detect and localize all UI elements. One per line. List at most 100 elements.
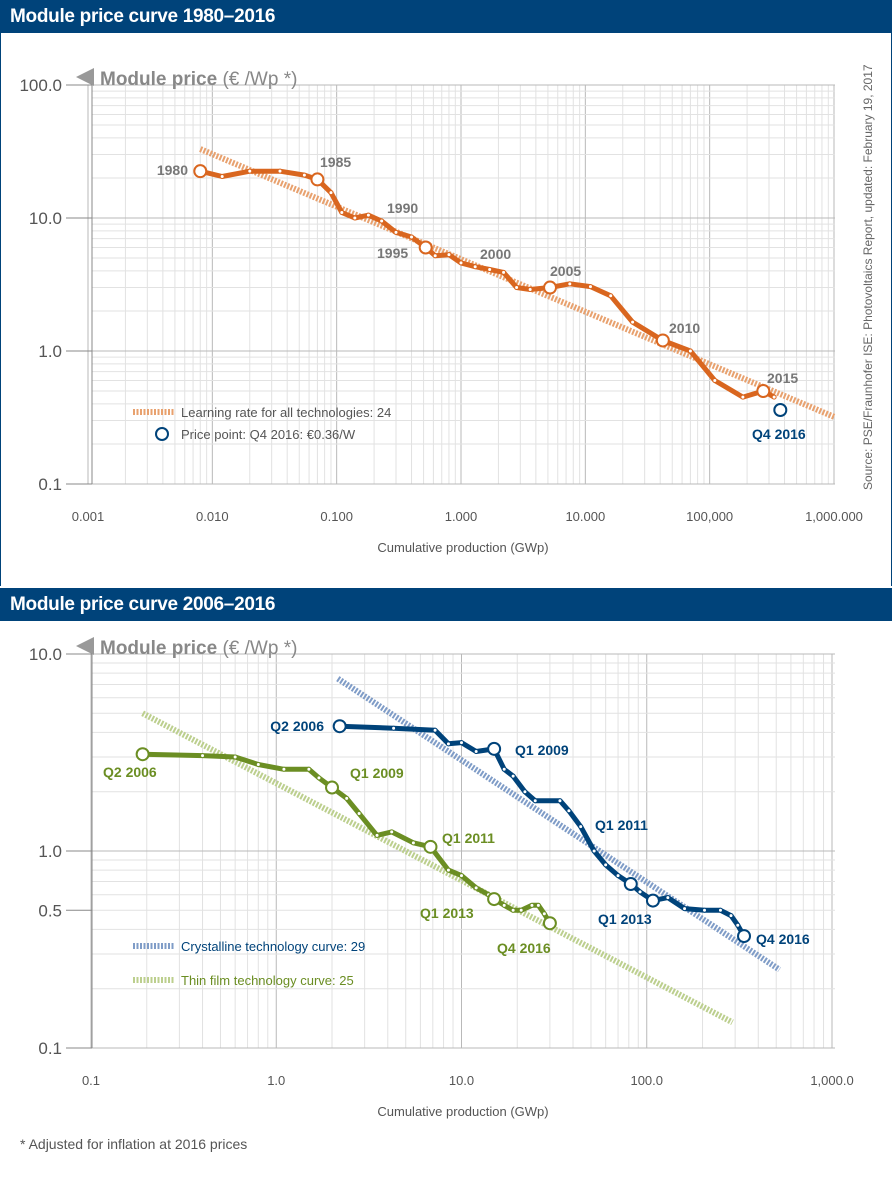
chart2-thin-film-series-point bbox=[232, 754, 238, 760]
chart1-price-series-point bbox=[487, 266, 493, 272]
chart2-crystalline-series-point bbox=[591, 848, 597, 854]
chart2-crystalline-series-point bbox=[665, 895, 671, 901]
chart2-thin-film-series-point bbox=[410, 840, 416, 846]
chart2-crystalline-series-point bbox=[522, 789, 528, 795]
chart1-x-tick-label: 0.010 bbox=[196, 509, 229, 524]
chart1-price-series-marker bbox=[193, 164, 208, 179]
chart2-crystalline-series-point bbox=[728, 913, 734, 919]
chart2-crystalline-series-marker bbox=[332, 719, 347, 734]
chart1-axes bbox=[72, 85, 93, 485]
chart1-learning-trend bbox=[199, 146, 836, 420]
chart2-crystalline-series-point bbox=[578, 824, 584, 830]
chart1-price-series-point bbox=[514, 285, 520, 291]
chart2-thin-film-series-point bbox=[445, 867, 451, 873]
chart2-thin-film-series-point bbox=[306, 766, 312, 772]
chart2-thin-film-series-point bbox=[356, 811, 362, 817]
chart1-x-tick-label: 100,000 bbox=[686, 509, 733, 524]
chart2-point-labels: Q2 2006 Q1 2009 Q1 2011 Q1 2013 Q4 2016 Q2 20… bbox=[103, 718, 810, 956]
chart2-thin-film-series-point bbox=[518, 907, 524, 913]
chart2-series bbox=[135, 676, 782, 1025]
chart1-y-tick-label: 1.0 bbox=[38, 342, 62, 361]
chart1-label-1985: 1985 bbox=[320, 154, 351, 170]
chart1-price-series-point bbox=[446, 252, 452, 258]
chart2-crystalline-series-point bbox=[615, 873, 621, 879]
chart1-label-1980: 1980 bbox=[157, 162, 188, 178]
chart2-thin-film-series-point bbox=[541, 911, 547, 917]
chart2-crystalline-series-point bbox=[501, 766, 507, 772]
chart2-crystalline-series-point bbox=[459, 740, 464, 746]
chart1-price-series-point bbox=[608, 293, 614, 299]
chart2-crystalline-series-marker bbox=[645, 893, 660, 908]
chart2-thin-film-trend bbox=[141, 710, 734, 1025]
chart1-x-tick-label: 1.000 bbox=[445, 509, 478, 524]
chart2-y-title: Module price (€ /Wp *) bbox=[100, 638, 297, 659]
chart2-crystalline-series-marker bbox=[487, 741, 502, 756]
chart2-x-label: Cumulative production (GWp) bbox=[377, 1104, 548, 1119]
chart1-price-series-line bbox=[199, 168, 776, 400]
chart2-header: Module price curve 2006–2016 bbox=[0, 588, 892, 621]
chart2-thin-film-series-marker bbox=[487, 892, 502, 907]
chart2-thin-film-series-marker bbox=[135, 747, 150, 762]
chart1-price-series-marker bbox=[418, 240, 433, 255]
chart1-legend-learning: Learning rate for all technologies: 24 bbox=[181, 405, 391, 420]
chart1-source: Source: PSE/Fraunhofer ISE: Photovoltaic… bbox=[861, 64, 875, 490]
chart2-thin-film-series-marker bbox=[542, 916, 557, 931]
chart1-price-series-point bbox=[630, 319, 636, 325]
chart2-thin-label-q1-2013: Q1 2013 bbox=[420, 905, 474, 921]
chart1-header: Module price curve 1980–2016 bbox=[0, 0, 892, 33]
chart2-svg: Module price (€ /Wp *) 10.0 1.0 0.5 0.1 0.1… bbox=[29, 637, 854, 1119]
chart2-x-tick-label: 1,000.0 bbox=[810, 1073, 853, 1088]
chart2-crystalline-series-marker bbox=[737, 929, 752, 944]
chart2-thin-film-series-point bbox=[535, 902, 541, 908]
chart2-cryst-label-q1-2009: Q1 2009 bbox=[515, 742, 569, 758]
chart2-y-tick-label: 0.5 bbox=[38, 901, 62, 920]
chart1-price-series-point bbox=[277, 168, 283, 174]
chart1-price-series-point bbox=[379, 218, 385, 224]
chart2-y-ticks: 10.0 1.0 0.5 0.1 bbox=[29, 645, 92, 1058]
chart2-crystalline-series-point bbox=[432, 727, 438, 733]
chart1-y-title: Module price (€ /Wp *) bbox=[100, 69, 297, 90]
chart2-crystalline-series-point bbox=[682, 906, 688, 912]
chart2-cryst-label-q2-2006: Q2 2006 bbox=[270, 718, 324, 734]
chart2-cryst-label-q1-2011: Q1 2011 bbox=[595, 817, 648, 833]
chart1-label-2005: 2005 bbox=[550, 263, 581, 279]
chart2-thin-film-series-point bbox=[255, 761, 261, 767]
chart1-price-series-point bbox=[472, 264, 478, 270]
chart1-price-series-point bbox=[458, 260, 464, 266]
chart1-price-series-point bbox=[712, 378, 718, 384]
chart1-x-tick-label: 1,000.000 bbox=[805, 509, 863, 524]
chart1-label-2015: 2015 bbox=[767, 370, 798, 386]
chart2-y-tick-label: 10.0 bbox=[29, 645, 62, 664]
chart2-thin-film-series-point bbox=[389, 829, 395, 835]
chart1-price-series-point bbox=[527, 287, 533, 293]
chart1-price-series-point bbox=[567, 281, 573, 287]
chart1-x-tick-label: 10.000 bbox=[565, 509, 605, 524]
footnote: * Adjusted for inflation at 2016 prices bbox=[20, 1136, 248, 1152]
chart1-grid bbox=[87, 84, 835, 485]
chart2-crystalline-series-point bbox=[445, 741, 451, 747]
chart1-x-ticks: 0.001 0.010 0.100 1.000 10.000 100,000 1,000.0… bbox=[72, 509, 863, 524]
chart2-x-ticks: 0.1 1.0 10.0 100.0 1,000.0 bbox=[82, 1073, 854, 1088]
chart2-thin-label-q1-2011: Q1 2011 bbox=[442, 830, 495, 846]
chart1-price-series-point bbox=[687, 348, 693, 354]
chart1-label-2010: 2010 bbox=[669, 320, 700, 336]
chart2-crystalline-series-point bbox=[557, 798, 563, 804]
chart2-crystalline-series-point bbox=[532, 798, 538, 804]
chart1-label-1990: 1990 bbox=[387, 200, 418, 216]
chart2-crystalline-series-point bbox=[735, 922, 741, 928]
chart2-thin-film-series-point bbox=[510, 907, 516, 913]
chart2-thin-film-series-point bbox=[529, 902, 535, 908]
chart1-label-q4-2016: Q4 2016 bbox=[752, 426, 806, 442]
chart2-thin-label-q1-2009: Q1 2009 bbox=[350, 765, 404, 781]
chart2-grid bbox=[90, 653, 835, 1049]
chart2-x-tick-label: 0.1 bbox=[82, 1073, 100, 1088]
chart1-price-series-marker bbox=[655, 333, 670, 348]
chart2-cryst-label-q1-2013: Q1 2013 bbox=[598, 911, 652, 927]
chart2-thin-film-series-marker bbox=[325, 780, 340, 795]
chart2-crystalline-series-point bbox=[702, 907, 708, 913]
chart1-x-tick-label: 0.100 bbox=[320, 509, 353, 524]
chart1-price-series-point bbox=[365, 212, 371, 218]
chart2-crystalline-series-point bbox=[603, 862, 609, 868]
chart2-thin-film-series-point bbox=[316, 775, 322, 781]
chart2-crystalline-series-point bbox=[717, 907, 723, 913]
